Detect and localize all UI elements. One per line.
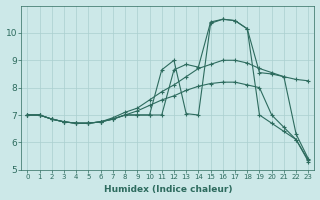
X-axis label: Humidex (Indice chaleur): Humidex (Indice chaleur) [104, 185, 232, 194]
